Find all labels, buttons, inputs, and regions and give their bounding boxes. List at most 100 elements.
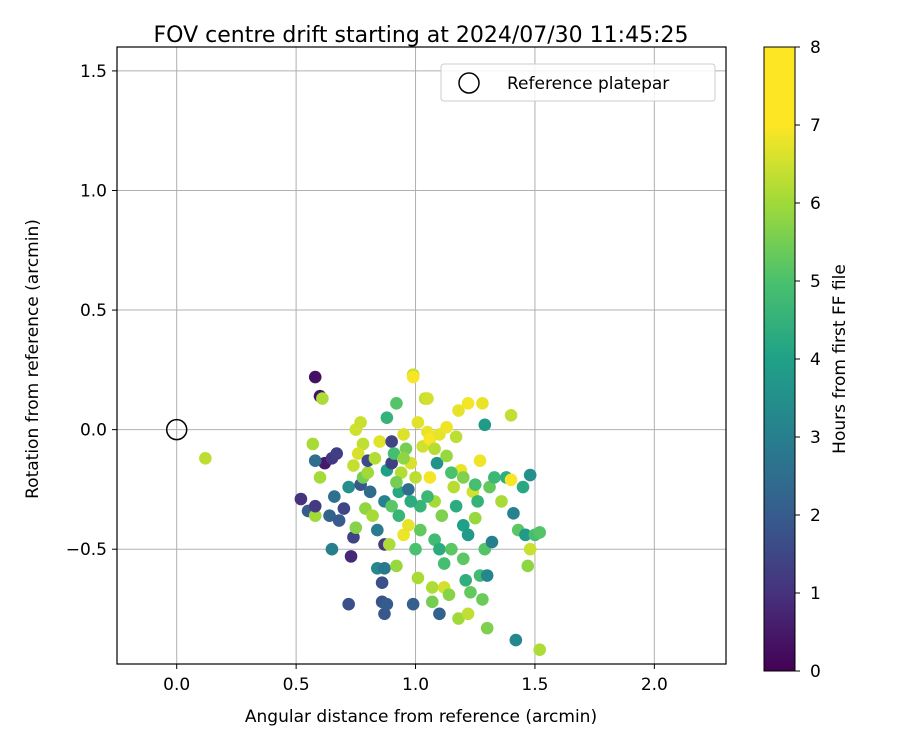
data-point — [342, 480, 355, 494]
data-point — [385, 456, 398, 470]
reference-platepar-marker — [165, 418, 188, 441]
data-point — [440, 449, 453, 463]
data-point — [523, 468, 537, 482]
data-point — [478, 418, 492, 432]
data-point — [323, 509, 336, 523]
grid-lines — [117, 47, 726, 664]
data-point — [397, 528, 410, 542]
data-point — [380, 597, 394, 611]
data-point — [356, 437, 370, 451]
data-point — [313, 471, 327, 484]
data-point — [430, 456, 444, 470]
data-point — [344, 550, 358, 563]
data-point — [363, 485, 377, 499]
x-tick-label: 1.5 — [521, 675, 548, 695]
data-point — [468, 511, 482, 525]
data-point — [461, 528, 475, 542]
data-point — [445, 466, 458, 479]
data-point — [404, 495, 418, 508]
data-point — [394, 466, 408, 479]
data-point — [387, 447, 401, 460]
data-point — [330, 447, 344, 460]
colorbar-tick-label: 1 — [810, 584, 821, 604]
colorbar-tick-label: 6 — [810, 194, 821, 214]
data-point — [445, 542, 458, 556]
data-points — [199, 368, 547, 656]
x-tick-label: 0.0 — [163, 675, 190, 695]
data-point — [423, 471, 437, 484]
data-point — [421, 490, 434, 503]
colorbar-tick-label: 0 — [810, 662, 821, 682]
data-point — [199, 452, 212, 465]
x-axis-ticks: 0.0 0.5 1.0 1.5 2.0 — [163, 664, 668, 695]
data-point — [476, 593, 489, 606]
data-point — [533, 526, 547, 539]
data-point — [378, 607, 391, 621]
data-point — [411, 416, 425, 429]
data-point — [456, 471, 470, 484]
data-point — [421, 392, 434, 405]
data-point — [519, 528, 532, 542]
x-tick-label: 2.0 — [641, 675, 668, 695]
chart-title: FOV centre drift starting at 2024/07/30 … — [154, 23, 689, 48]
data-point — [328, 490, 341, 503]
data-point — [337, 502, 351, 515]
data-point — [351, 447, 365, 460]
data-point — [495, 495, 508, 508]
data-point — [437, 557, 451, 570]
data-point — [414, 523, 427, 537]
colorbar-tick-label: 2 — [810, 506, 821, 526]
data-point — [294, 492, 308, 506]
data-point — [449, 430, 463, 444]
data-point — [354, 416, 367, 429]
data-point — [411, 571, 425, 585]
data-point — [347, 530, 360, 544]
legend-entry-reference: Reference platepar — [507, 74, 669, 94]
data-point — [392, 485, 406, 499]
data-point — [332, 514, 346, 527]
data-point — [397, 452, 410, 465]
data-point — [456, 518, 470, 532]
data-point — [433, 607, 446, 621]
data-point — [368, 452, 382, 465]
y-tick-label: 1.5 — [80, 62, 107, 82]
data-point — [509, 633, 523, 647]
y-axis-ticks: −0.5 0.0 0.5 1.0 1.5 — [66, 62, 117, 560]
data-point — [449, 499, 463, 513]
legend-marker-icon — [458, 72, 480, 94]
data-point — [473, 454, 487, 468]
data-point — [480, 621, 494, 635]
data-point — [447, 480, 461, 494]
data-point — [425, 595, 439, 609]
data-point — [399, 442, 413, 456]
data-point — [406, 370, 420, 384]
data-point — [440, 420, 453, 434]
colorbar-tick-label: 3 — [810, 428, 821, 448]
data-point — [406, 597, 420, 611]
colorbar-ticks: 0 1 2 3 4 5 6 7 8 — [795, 38, 821, 682]
data-point — [380, 411, 394, 424]
y-axis-label: Rotation from reference (arcmin) — [23, 219, 43, 499]
data-point — [366, 509, 379, 523]
data-point — [507, 507, 520, 520]
data-point — [382, 538, 396, 551]
data-point — [308, 499, 322, 513]
data-point — [464, 585, 477, 599]
data-point — [385, 435, 398, 448]
legend: Reference platepar — [440, 63, 716, 102]
data-point — [504, 473, 518, 487]
data-point — [409, 542, 422, 556]
data-point — [347, 459, 360, 472]
data-point — [480, 569, 494, 582]
data-point — [402, 483, 415, 496]
data-point — [390, 397, 403, 410]
data-point — [373, 435, 387, 448]
colorbar-tick-label: 7 — [810, 116, 821, 136]
data-point — [308, 370, 322, 384]
y-tick-label: 0.5 — [80, 301, 107, 321]
colorbar — [763, 46, 796, 672]
data-point — [397, 428, 410, 441]
data-point — [392, 509, 406, 523]
legend-box — [440, 63, 716, 102]
